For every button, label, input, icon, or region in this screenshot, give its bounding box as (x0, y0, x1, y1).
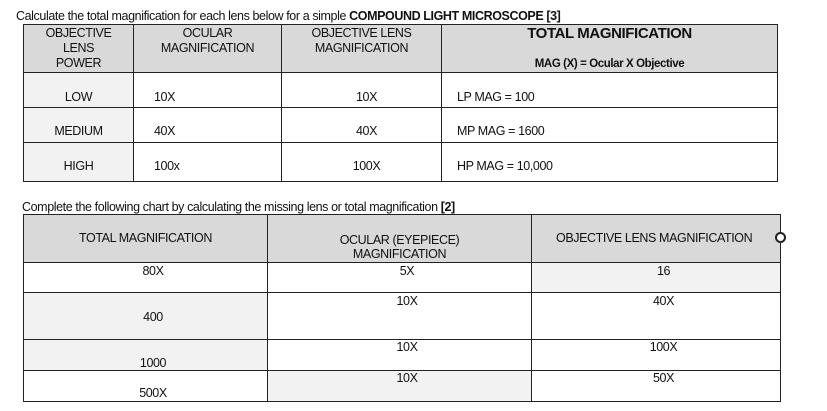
q2-bold-text: [2] (440, 200, 455, 214)
header-power-line1: OBJECTIVE (45, 26, 112, 40)
total-high[interactable]: HP MAG = 10,000 (457, 159, 553, 173)
q2-text: Complete the following chart by calculat… (22, 200, 441, 214)
t2-ocular-2: 10X (396, 294, 418, 308)
t2-objective-1[interactable]: 16 (656, 264, 671, 278)
t2-total-4: 500X (139, 386, 167, 400)
total-medium[interactable]: MP MAG = 1600 (457, 124, 545, 138)
table1-row-high (23, 142, 134, 182)
t2-ocular-4[interactable]: 10X (396, 371, 418, 385)
t2-header-ocular-line1: OCULAR (EYEPIECE) (339, 233, 460, 247)
t2-ocular-1: 5X (399, 264, 415, 278)
ocular-low: 10X (154, 90, 176, 104)
answer-cell[interactable] (531, 262, 781, 293)
t2-header-ocular-line2: MAGNIFICATION (352, 247, 447, 261)
answer-cell[interactable] (23, 339, 268, 371)
resize-handle-icon[interactable] (775, 232, 786, 243)
t2-objective-4: 50X (652, 371, 675, 385)
t2-objective-3: 100X (649, 340, 678, 354)
power-medium: MEDIUM (54, 124, 103, 138)
header-cell-ocular (267, 214, 532, 263)
answer-cell[interactable] (441, 142, 778, 182)
t2-ocular-3: 10X (396, 340, 418, 354)
question-1-instruction: Calculate the total magnification for ea… (16, 9, 561, 23)
header-objective-line1: OBJECTIVE LENS (311, 26, 412, 40)
header-cell-total (23, 214, 268, 263)
header-formula: MAG (X) = Ocular X Objective (534, 58, 685, 70)
header-cell-ocular (133, 24, 282, 73)
objective-low: 10X (355, 90, 378, 104)
header-power-line2: LENS (62, 41, 95, 55)
t2-total-3[interactable]: 1000 (139, 356, 167, 370)
t2-objective-2: 40X (652, 294, 675, 308)
ocular-medium: 40X (154, 124, 176, 138)
header-objective-line2: MAGNIFICATION (314, 41, 409, 55)
power-high: HIGH (63, 159, 94, 173)
objective-medium: 40X (355, 124, 378, 138)
total-low[interactable]: LP MAG = 100 (457, 90, 535, 104)
header-cell-total (441, 24, 778, 73)
power-low: LOW (64, 90, 93, 104)
header-cell-power (23, 24, 134, 73)
q1-bold-text: COMPOUND LIGHT MICROSCOPE [3] (349, 9, 561, 23)
objective-high: 100X (352, 159, 381, 173)
ocular-high: 100x (154, 159, 180, 173)
q1-text: Calculate the total magnification for ea… (16, 9, 350, 23)
t2-total-1: 80X (142, 264, 164, 278)
header-power-line3: POWER (55, 56, 102, 70)
question-2-instruction: Complete the following chart by calculat… (22, 200, 455, 214)
t2-header-total: TOTAL MAGNIFICATION (79, 231, 212, 245)
header-ocular-line1: OCULAR (182, 26, 233, 40)
header-total: TOTAL MAGNIFICATION (527, 25, 692, 42)
answer-cell[interactable] (267, 370, 532, 402)
table1-row-low (23, 72, 134, 108)
header-ocular-line2: MAGNIFICATION (160, 41, 255, 55)
t2-header-objective: OBJECTIVE LENS MAGNIFICATION (556, 231, 753, 245)
t2-total-2[interactable]: 400 (143, 310, 163, 324)
cell (531, 370, 781, 402)
